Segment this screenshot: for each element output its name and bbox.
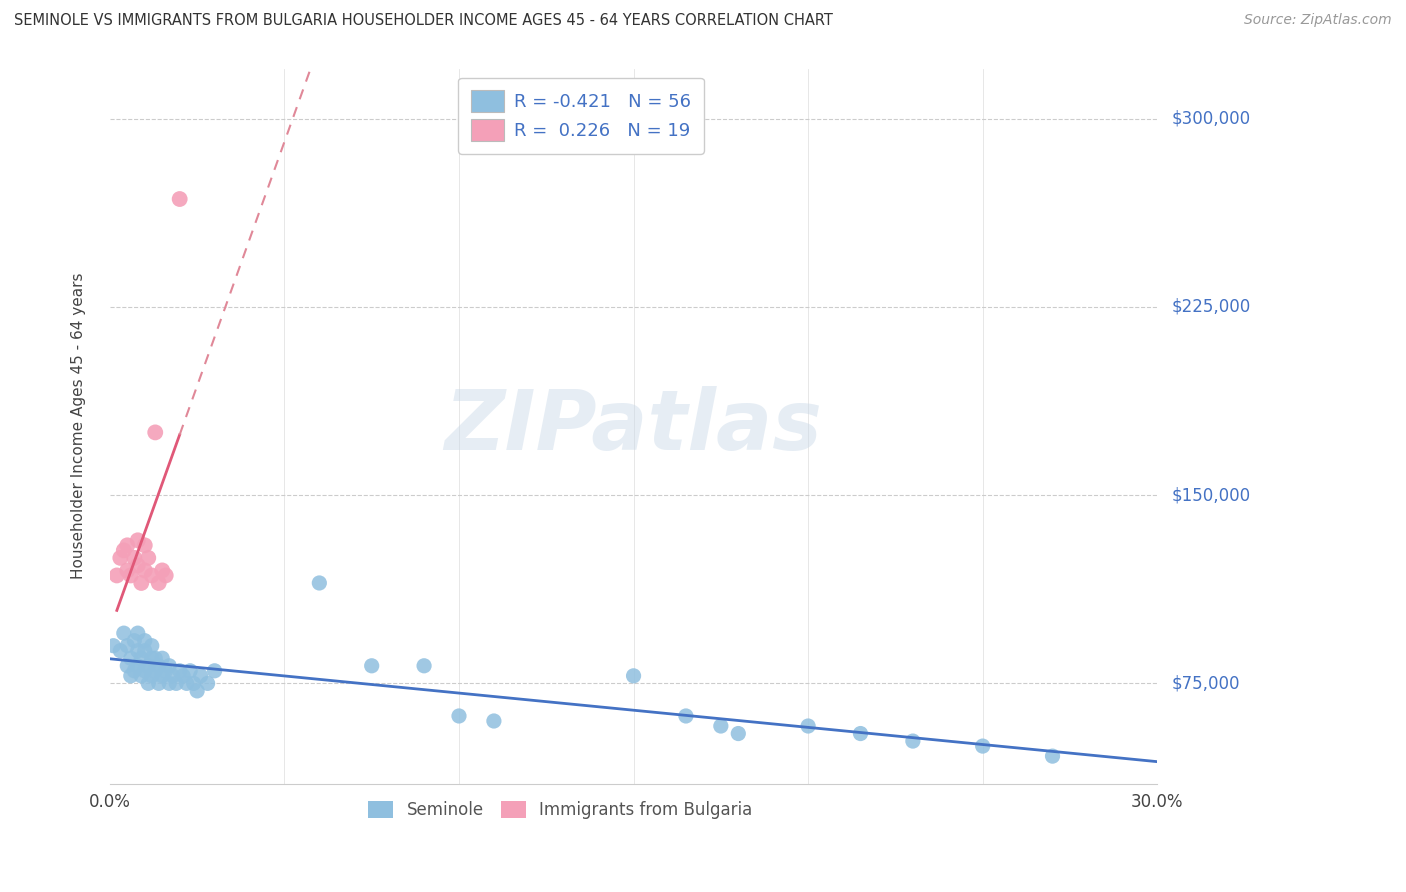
Point <box>186 684 208 698</box>
Point <box>127 658 149 673</box>
Point <box>129 651 152 665</box>
Point <box>150 651 173 665</box>
Point <box>169 664 191 678</box>
Point <box>447 709 470 723</box>
Point <box>120 568 142 582</box>
Point <box>849 726 872 740</box>
Point <box>141 568 163 582</box>
Point <box>129 669 152 683</box>
Point <box>134 633 156 648</box>
Point <box>157 658 180 673</box>
Point <box>727 726 749 740</box>
Point <box>117 658 139 673</box>
Point <box>136 658 159 673</box>
Point <box>124 550 146 565</box>
Point <box>136 550 159 565</box>
Point <box>127 626 149 640</box>
Point <box>141 639 163 653</box>
Point <box>103 639 125 653</box>
Point <box>134 563 156 577</box>
Point <box>710 719 733 733</box>
Point <box>117 639 139 653</box>
Point <box>124 664 146 678</box>
Point <box>176 676 198 690</box>
Point <box>143 425 166 440</box>
Legend: Seminole, Immigrants from Bulgaria: Seminole, Immigrants from Bulgaria <box>361 794 759 825</box>
Point <box>148 576 170 591</box>
Point <box>157 676 180 690</box>
Point <box>148 676 170 690</box>
Point <box>165 676 187 690</box>
Point <box>797 719 820 733</box>
Point <box>112 543 135 558</box>
Point <box>105 568 128 582</box>
Point <box>972 739 994 753</box>
Y-axis label: Householder Income Ages 45 - 64 years: Householder Income Ages 45 - 64 years <box>72 273 86 580</box>
Point <box>360 658 382 673</box>
Point <box>155 664 177 678</box>
Point <box>127 558 149 573</box>
Point <box>190 669 212 683</box>
Point <box>134 644 156 658</box>
Point <box>482 714 505 728</box>
Point <box>143 651 166 665</box>
Point <box>117 538 139 552</box>
Point <box>197 676 219 690</box>
Point <box>134 664 156 678</box>
Point <box>179 664 201 678</box>
Point <box>141 651 163 665</box>
Point <box>117 563 139 577</box>
Point <box>675 709 697 723</box>
Point <box>148 658 170 673</box>
Point <box>308 576 330 591</box>
Point <box>162 669 184 683</box>
Point <box>127 644 149 658</box>
Point <box>1042 749 1064 764</box>
Text: Source: ZipAtlas.com: Source: ZipAtlas.com <box>1244 13 1392 28</box>
Point <box>134 538 156 552</box>
Point <box>141 669 163 683</box>
Point <box>183 676 205 690</box>
Point <box>204 664 226 678</box>
Text: $225,000: $225,000 <box>1171 298 1250 316</box>
Point <box>127 533 149 548</box>
Point <box>623 669 645 683</box>
Point <box>124 633 146 648</box>
Point <box>901 734 924 748</box>
Point <box>136 676 159 690</box>
Point <box>143 664 166 678</box>
Point <box>110 644 132 658</box>
Text: $75,000: $75,000 <box>1171 674 1240 692</box>
Point <box>129 576 152 591</box>
Point <box>155 568 177 582</box>
Text: $150,000: $150,000 <box>1171 486 1250 504</box>
Text: ZIPatlas: ZIPatlas <box>444 385 823 467</box>
Point <box>120 669 142 683</box>
Text: $300,000: $300,000 <box>1171 110 1250 128</box>
Point <box>120 651 142 665</box>
Point <box>413 658 436 673</box>
Point <box>110 550 132 565</box>
Text: SEMINOLE VS IMMIGRANTS FROM BULGARIA HOUSEHOLDER INCOME AGES 45 - 64 YEARS CORRE: SEMINOLE VS IMMIGRANTS FROM BULGARIA HOU… <box>14 13 832 29</box>
Point <box>150 563 173 577</box>
Point <box>112 626 135 640</box>
Point <box>150 669 173 683</box>
Point <box>172 669 194 683</box>
Point <box>169 192 191 206</box>
